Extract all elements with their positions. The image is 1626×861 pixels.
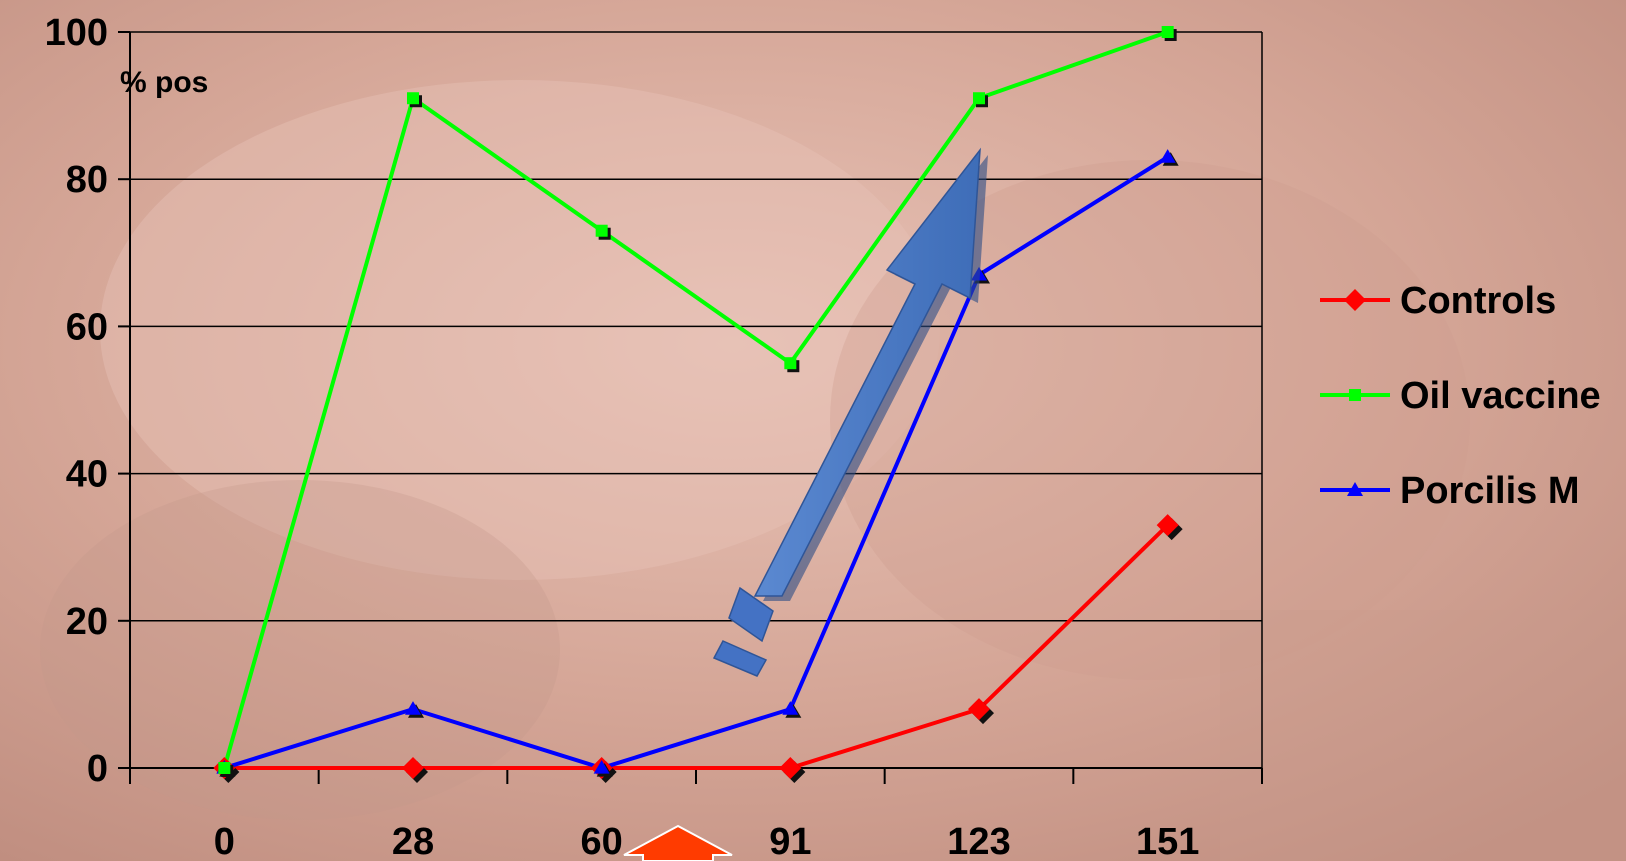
marker (595, 224, 608, 237)
legend-label: Porcilis M (1400, 470, 1580, 512)
y-tick-label: 100 (45, 12, 108, 54)
marker (779, 757, 802, 779)
data-point (1156, 514, 1183, 541)
marker (407, 92, 419, 105)
data-point (402, 757, 428, 783)
data-point (973, 92, 988, 108)
y-tick-label: 80 (66, 159, 108, 201)
legend-marker (1349, 389, 1361, 401)
y-tick-label: 20 (66, 601, 108, 643)
series-line-oil-vaccine (222, 30, 1169, 769)
legend-item: Oil vaccine (1320, 375, 1601, 417)
series-lines (213, 26, 1183, 783)
y-tick-label: 0 (87, 748, 108, 790)
legend-label: Controls (1400, 280, 1556, 322)
x-tick-label: 91 (769, 821, 811, 861)
legend-item: Porcilis M (1320, 470, 1580, 512)
marker (402, 757, 424, 779)
x-tick-label: 60 (581, 821, 623, 861)
gridlines (130, 31, 1262, 622)
data-point (407, 92, 422, 108)
legend-marker (1344, 289, 1366, 311)
data-point (405, 701, 424, 718)
marker (782, 701, 799, 715)
legend: Controls Oil vaccine Porcilis M (1320, 280, 1601, 512)
series-line-porcilis-m (223, 155, 1169, 770)
marker (405, 701, 421, 715)
legend-marker (1347, 482, 1363, 496)
data-point (784, 357, 800, 373)
marker (218, 762, 231, 774)
y-tick-label: 40 (66, 454, 108, 496)
x-tick-label: 151 (1136, 821, 1199, 861)
data-point (1159, 149, 1179, 166)
marker (1156, 514, 1179, 537)
marker (973, 92, 985, 105)
data-point (595, 224, 611, 240)
data-point (779, 757, 806, 783)
x-tick-label: 0 (214, 821, 235, 861)
data-point (782, 701, 802, 718)
marker (593, 760, 610, 774)
data-point (968, 698, 994, 725)
x-tick-label: 123 (947, 821, 1010, 861)
data-point (593, 760, 613, 777)
y-axis-label: % pos (120, 66, 208, 99)
data-point (218, 762, 234, 777)
y-tick-label: 60 (66, 306, 108, 348)
marker (1159, 149, 1176, 163)
legend-item: Controls (1320, 280, 1556, 322)
x-tick-label: 28 (392, 821, 434, 861)
marker (968, 698, 990, 721)
blue-trend-arrow (712, 147, 988, 677)
data-point (1161, 26, 1177, 41)
orange-up-arrow (623, 824, 733, 861)
legend-label: Oil vaccine (1400, 375, 1601, 417)
axes (129, 32, 1263, 769)
series-line-controls (224, 523, 1170, 770)
marker (784, 357, 797, 370)
x-axis-ticks: 0 28 60 91 123 151 (129, 768, 1263, 861)
y-axis-ticks: 0 20 40 60 80 100 (45, 12, 130, 790)
marker (1161, 26, 1174, 38)
